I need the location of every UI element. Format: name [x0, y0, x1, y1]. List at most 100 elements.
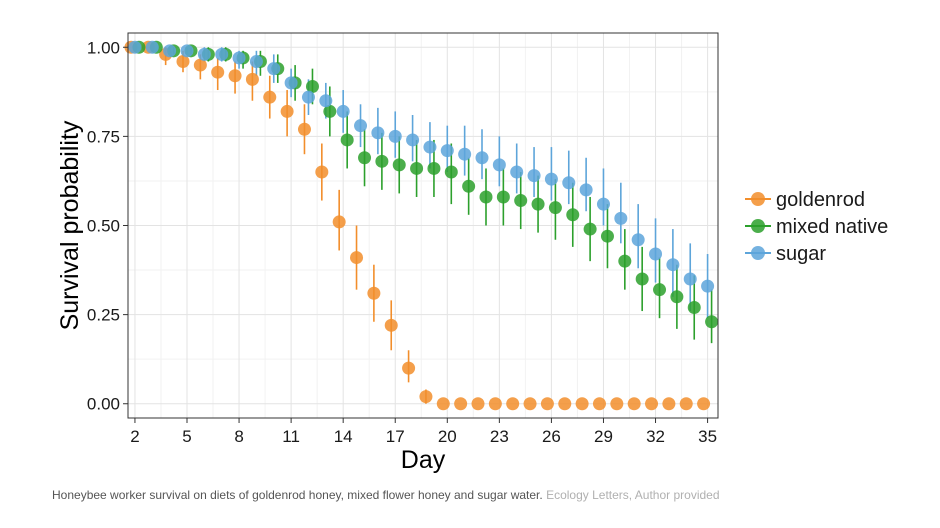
x-tick-label: 29	[594, 427, 613, 446]
data-point	[523, 397, 537, 411]
data-point	[388, 129, 402, 143]
data-point	[211, 65, 225, 79]
data-point	[496, 190, 510, 204]
x-tick-label: 32	[646, 427, 665, 446]
legend: goldenrod mixed native sugar	[745, 189, 888, 265]
data-points	[124, 40, 719, 411]
y-tick-label: 0.00	[87, 395, 120, 414]
data-point	[371, 126, 385, 140]
data-point	[176, 55, 190, 69]
data-point	[436, 397, 450, 411]
data-point	[558, 397, 572, 411]
y-axis-title: Survival probability	[56, 120, 84, 330]
data-point	[336, 104, 350, 118]
data-point	[323, 104, 337, 118]
figure-caption: Honeybee worker survival on diets of gol…	[52, 488, 720, 502]
data-point	[128, 40, 142, 54]
data-point	[475, 151, 489, 165]
data-point	[215, 47, 229, 61]
data-point	[514, 194, 528, 208]
data-point	[618, 254, 632, 268]
data-point	[406, 133, 420, 147]
axis-ticks	[123, 46, 709, 423]
legend-label: goldenrod	[776, 189, 865, 211]
data-point	[350, 251, 364, 265]
data-point	[458, 147, 472, 161]
y-tick-labels: 0.00 0.25 0.50 0.75 1.00	[87, 38, 120, 413]
data-point	[319, 94, 333, 108]
x-tick-label: 20	[438, 427, 457, 446]
data-point	[410, 161, 424, 175]
data-point	[354, 119, 368, 133]
legend-key-marker	[751, 246, 765, 260]
data-point	[228, 69, 242, 83]
y-tick-label: 0.25	[87, 306, 120, 325]
data-point	[297, 122, 311, 136]
data-point	[423, 140, 437, 154]
x-tick-label: 14	[334, 427, 353, 446]
data-point	[670, 290, 684, 304]
data-point	[305, 79, 319, 93]
data-point	[687, 300, 701, 314]
data-point	[392, 158, 406, 172]
x-tick-label: 8	[234, 427, 243, 446]
data-point	[367, 286, 381, 300]
x-tick-label: 23	[490, 427, 509, 446]
x-tick-label: 2	[130, 427, 139, 446]
data-point	[635, 272, 649, 286]
data-point	[479, 190, 493, 204]
data-point	[575, 397, 589, 411]
y-tick-label: 0.75	[87, 127, 120, 146]
data-point	[540, 397, 554, 411]
data-point	[548, 201, 562, 215]
data-point	[592, 397, 606, 411]
x-tick-label: 5	[182, 427, 191, 446]
data-point	[197, 47, 211, 61]
x-tick-label: 26	[542, 427, 561, 446]
legend-key-marker	[751, 219, 765, 233]
data-point	[614, 211, 628, 225]
data-point	[666, 258, 680, 272]
data-point	[419, 390, 433, 404]
caption-credit: Ecology Letters, Author provided	[546, 488, 720, 502]
caption-text: Honeybee worker survival on diets of gol…	[52, 488, 543, 502]
data-point	[462, 179, 476, 193]
data-point	[249, 55, 263, 69]
data-point	[232, 51, 246, 65]
data-point	[701, 279, 715, 293]
data-point	[440, 144, 454, 158]
data-point	[544, 172, 558, 186]
y-tick-label: 1.00	[87, 38, 120, 57]
data-point	[645, 397, 659, 411]
data-point	[562, 176, 576, 190]
data-point	[180, 44, 194, 58]
data-point	[583, 222, 597, 236]
data-point	[375, 154, 389, 168]
data-point	[506, 397, 520, 411]
data-point	[627, 397, 641, 411]
data-point	[245, 72, 259, 86]
data-point	[649, 247, 663, 261]
data-point	[427, 161, 441, 175]
data-point	[402, 361, 416, 375]
data-point	[631, 233, 645, 247]
data-point	[653, 283, 667, 297]
data-point	[662, 397, 676, 411]
data-point	[705, 315, 719, 329]
data-point	[610, 397, 624, 411]
x-tick-label: 17	[386, 427, 405, 446]
data-point	[531, 197, 545, 211]
data-point	[510, 165, 524, 179]
y-tick-label: 0.50	[87, 217, 120, 236]
data-point	[358, 151, 372, 165]
data-point	[579, 183, 593, 197]
data-point	[301, 90, 315, 104]
x-tick-label: 35	[698, 427, 717, 446]
survival-chart: 2 5 8 11 14 17 20 23 26 29 32 35 0.00 0.25 0.50 0.75 1.…	[56, 32, 888, 474]
x-axis-title: Day	[401, 446, 446, 474]
data-point	[471, 397, 485, 411]
data-point	[332, 215, 346, 229]
legend-key-marker	[751, 192, 765, 206]
x-tick-label: 11	[282, 427, 300, 446]
data-point	[263, 90, 277, 104]
